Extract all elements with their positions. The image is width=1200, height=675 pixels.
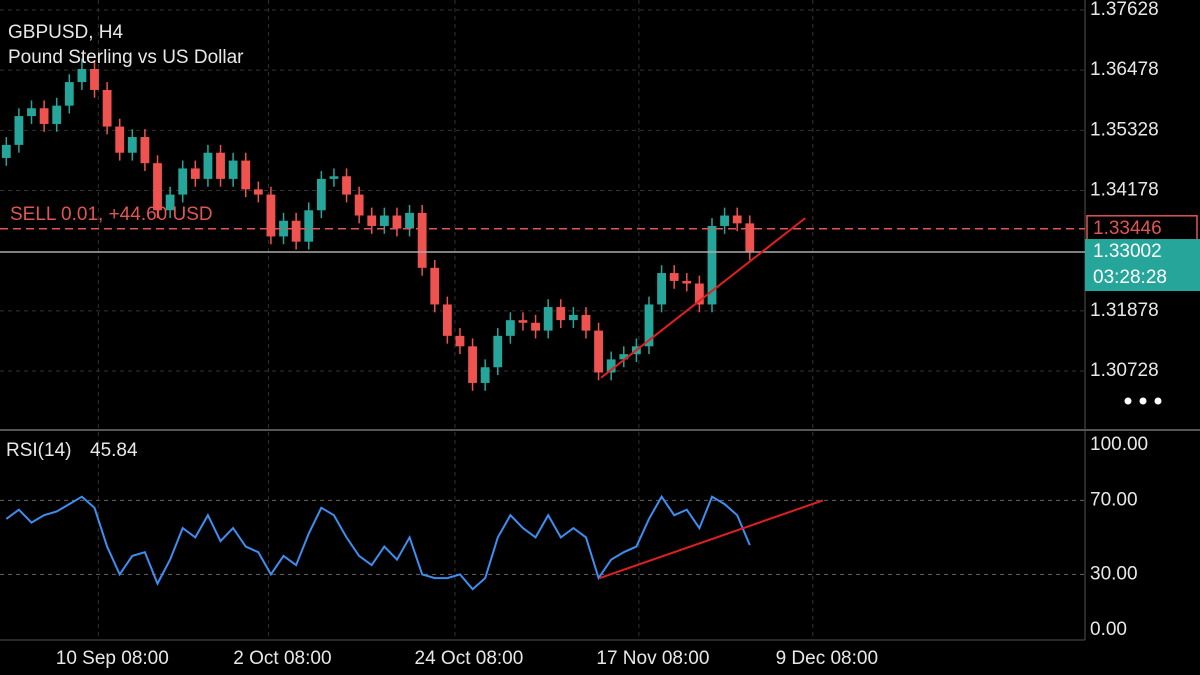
y-tick-label: 30.00 — [1090, 563, 1138, 584]
y-tick-label: 1.35328 — [1090, 119, 1159, 140]
candle-body — [707, 225, 717, 305]
y-tick-label: 1.34178 — [1090, 180, 1159, 201]
candle-body — [52, 105, 62, 124]
candle-body — [493, 335, 503, 368]
chart-title: GBPUSD, H4 — [8, 22, 124, 43]
current-price-box — [1085, 239, 1200, 292]
x-tick-label: 9 Dec 08:00 — [776, 648, 878, 669]
menu-dot[interactable] — [1124, 397, 1132, 405]
candle-body — [203, 152, 213, 179]
candle-body — [14, 116, 24, 145]
candle-body — [405, 212, 414, 229]
rsi-line — [5, 494, 751, 591]
candle-body — [354, 194, 364, 216]
current-price-label: 1.33002 — [1093, 241, 1162, 262]
candle-body — [90, 69, 99, 90]
y-tick-label: 1.36478 — [1090, 59, 1159, 80]
trendline — [600, 217, 806, 379]
y-tick-label: 70.00 — [1090, 489, 1138, 510]
candle-body — [127, 137, 137, 153]
x-tick-label: 10 Sep 08:00 — [56, 648, 169, 669]
candle-body — [657, 273, 666, 305]
candle-body — [505, 320, 515, 336]
candle-body — [316, 178, 326, 211]
candle-body — [556, 307, 566, 321]
candle-body — [253, 189, 263, 195]
candle-body — [581, 314, 591, 331]
candle-body — [442, 304, 452, 336]
candle-body — [291, 220, 301, 242]
candle-body — [669, 273, 679, 281]
candle-body — [606, 359, 616, 373]
candle-body — [682, 280, 692, 284]
candle-body — [480, 367, 490, 383]
chart-subtitle: Pound Sterling vs US Dollar — [8, 47, 244, 68]
rsi-current-value: 45.84 — [90, 440, 138, 461]
candle-body — [165, 194, 175, 211]
candle-body — [304, 210, 314, 242]
countdown-label: 03:28:28 — [1093, 267, 1167, 288]
y-tick-label: 1.30728 — [1090, 360, 1159, 381]
candle-body — [102, 89, 112, 127]
candle-body — [468, 346, 477, 383]
y-tick-label: 1.31878 — [1090, 300, 1159, 321]
candle-body — [594, 330, 603, 373]
candle-body — [216, 152, 225, 179]
candle-body — [455, 335, 465, 347]
candle-body — [430, 267, 440, 305]
candle-body — [720, 215, 730, 226]
candle-body — [153, 163, 162, 211]
candle-body — [64, 82, 74, 106]
candle-body — [694, 283, 704, 305]
candle-body — [644, 304, 654, 347]
candle-body — [241, 160, 251, 190]
y-tick-label: 0.00 — [1090, 619, 1127, 640]
candle-body — [329, 176, 339, 179]
candle-body — [228, 160, 238, 179]
marks — [0, 58, 1085, 591]
trendline — [599, 499, 824, 580]
x-tick-label: 17 Nov 08:00 — [596, 648, 709, 669]
x-tick-label: 24 Oct 08:00 — [415, 648, 524, 669]
candle-body — [568, 314, 578, 321]
candle-body — [77, 69, 87, 83]
x-tick-label: 2 Oct 08:00 — [233, 648, 331, 669]
candle-body — [27, 108, 36, 117]
candle-body — [379, 215, 389, 226]
candle-body — [619, 354, 629, 360]
y-tick-label: 100.00 — [1090, 434, 1148, 455]
candle-body — [518, 320, 528, 323]
menu-dot[interactable] — [1139, 397, 1147, 405]
candle-body — [140, 137, 150, 164]
candle-body — [531, 322, 540, 331]
candle-body — [279, 220, 288, 237]
labels: 1.30728 1.31878 1.34178 1.35328 1.36478 1.376… — [10, 0, 1200, 669]
candle-body — [543, 307, 553, 331]
candle-body — [190, 168, 200, 179]
candle-body — [1, 144, 11, 158]
rsi-title: RSI(14) — [6, 440, 71, 461]
order-price-label: 1.33446 — [1093, 218, 1162, 239]
y-tick-label: 1.37628 — [1090, 0, 1159, 20]
candle-body — [745, 223, 755, 253]
menu-dot[interactable] — [1154, 397, 1162, 405]
candle-body — [178, 168, 188, 195]
candle-body — [115, 126, 125, 153]
candle-body — [417, 212, 427, 268]
candle-body — [342, 176, 351, 195]
candle-body — [392, 215, 402, 229]
order-label: SELL 0.01, +44.60 USD — [10, 204, 213, 225]
candle-body — [39, 108, 49, 124]
candle-body — [266, 194, 276, 237]
candle-body — [367, 215, 377, 226]
candle-body — [732, 215, 742, 224]
grid — [0, 0, 1085, 640]
